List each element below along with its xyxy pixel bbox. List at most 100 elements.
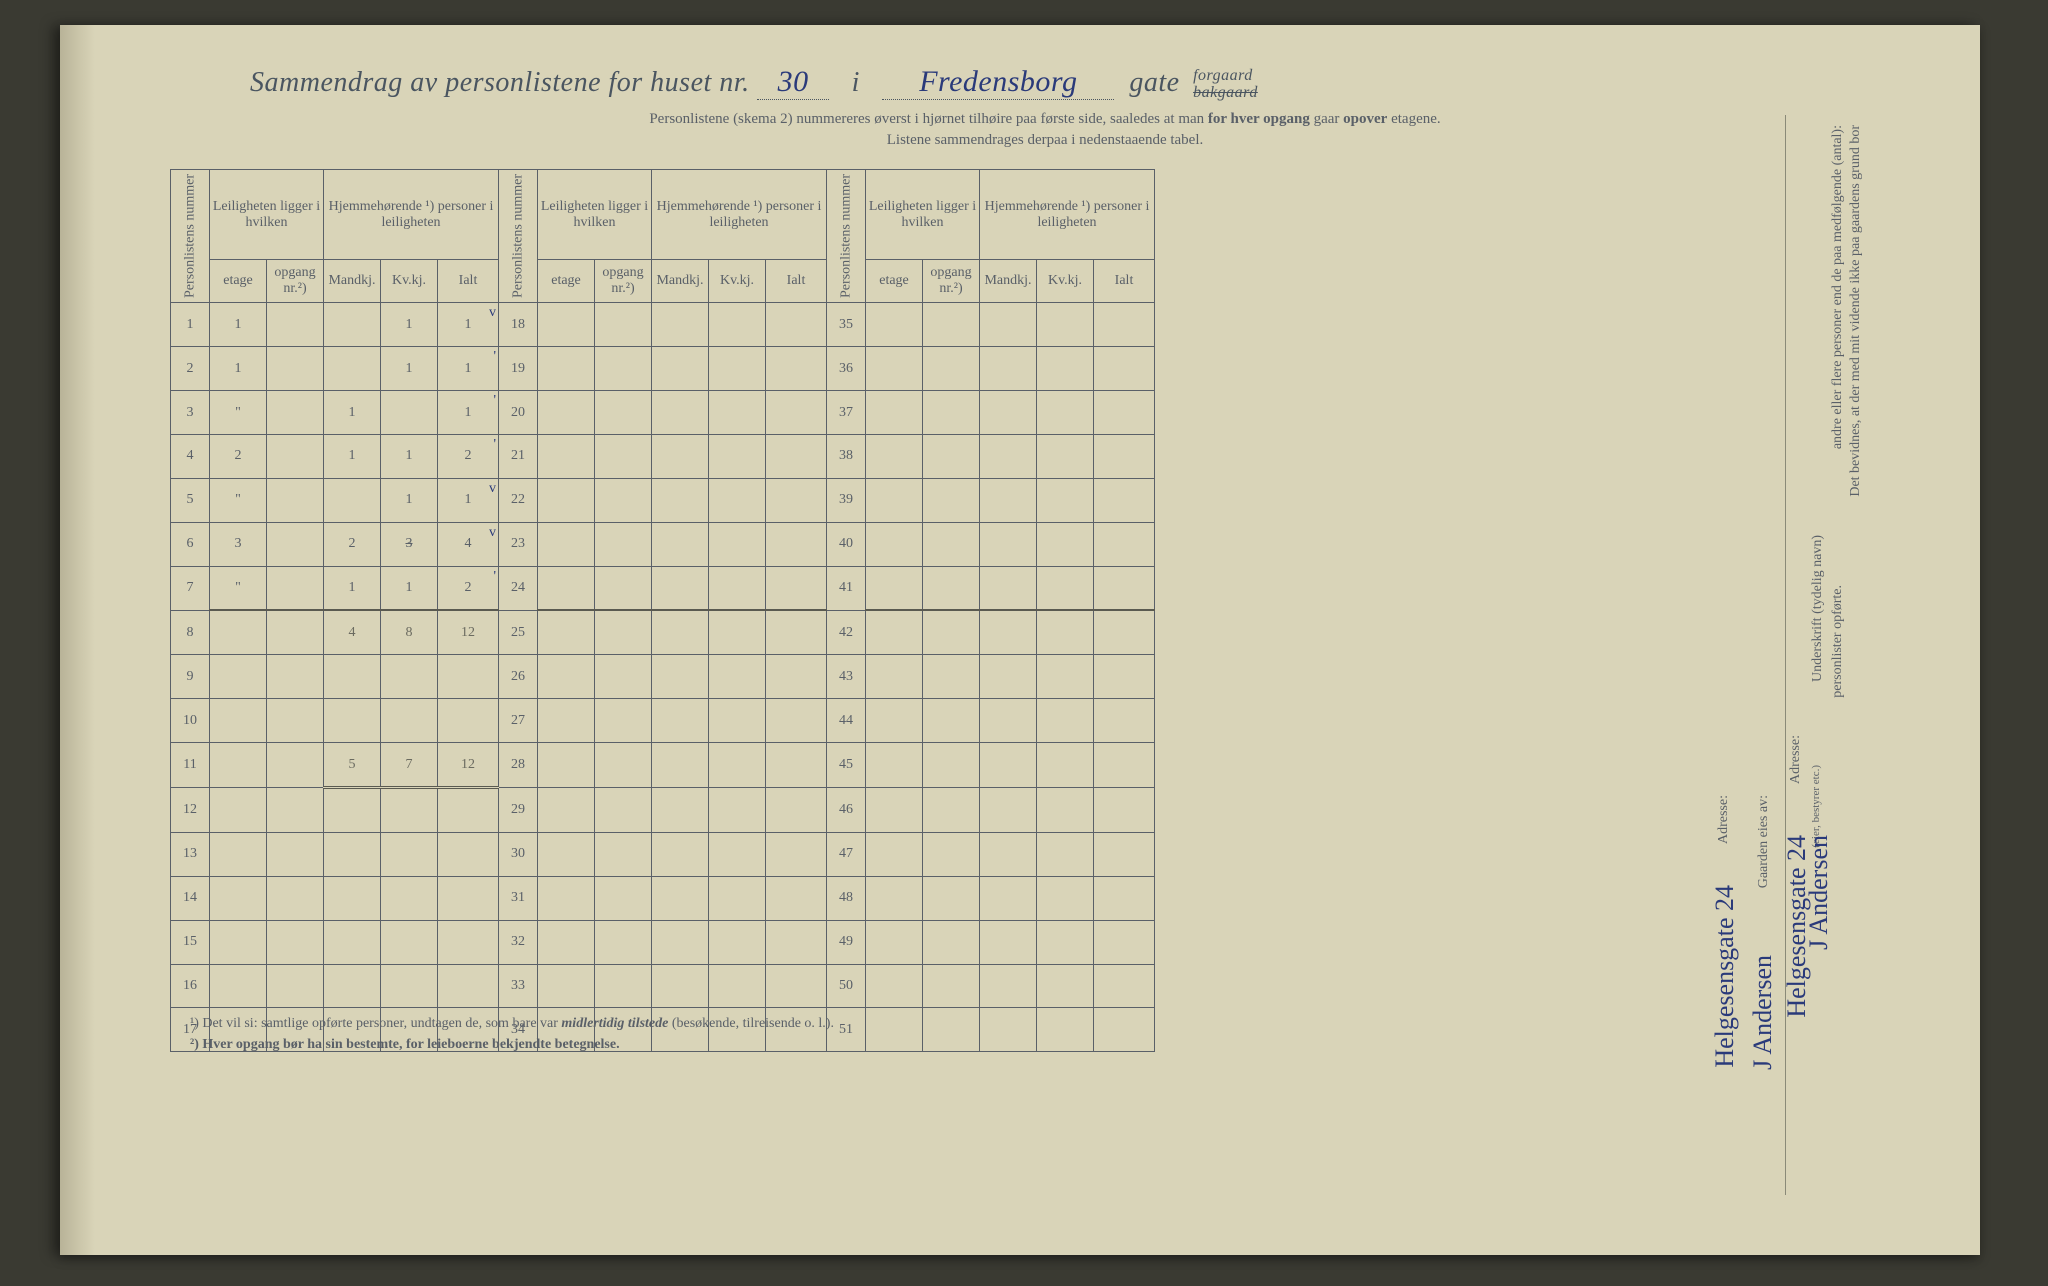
cell-mandkj: 1 bbox=[324, 435, 381, 479]
table-row: 11 5 7 12 28 45 bbox=[171, 743, 1155, 788]
row-number: 2 bbox=[171, 347, 210, 391]
cell-mandkj bbox=[324, 788, 381, 833]
attestation-column: Det bevidnes, at der med mit vidende ikk… bbox=[1785, 115, 1890, 1195]
cell-ialt: 1' bbox=[438, 391, 499, 435]
cell-opgang bbox=[267, 391, 324, 435]
cell-ialt: 1v bbox=[438, 478, 499, 522]
row-number: 6 bbox=[171, 522, 210, 566]
owner-label: Gaarden eies av: bbox=[1756, 795, 1772, 888]
cell-opgang bbox=[267, 876, 324, 920]
cell-etage bbox=[210, 699, 267, 743]
row-number: 50 bbox=[827, 964, 866, 1008]
cell-opgang bbox=[267, 610, 324, 654]
cell-ialt: 12 bbox=[438, 743, 499, 788]
owner-addr: Helgesensgate 24 bbox=[1710, 885, 1740, 1068]
cell-etage bbox=[210, 920, 267, 964]
cell-etage bbox=[210, 1008, 267, 1052]
table-row: 17 34 51 bbox=[171, 1008, 1155, 1052]
row-number: 8 bbox=[171, 610, 210, 654]
cell-mandkj: 2 bbox=[324, 522, 381, 566]
col-opgang: opgang nr.²) bbox=[923, 260, 980, 303]
col-kvkj: Kv.kj. bbox=[381, 260, 438, 303]
col-personlist-nr: Personlistens nummer bbox=[827, 170, 866, 303]
col-group-hjemme: Hjemmehørende ¹) personer i leiligheten bbox=[980, 170, 1155, 260]
cell-etage bbox=[210, 655, 267, 699]
col-opgang: opgang nr.²) bbox=[595, 260, 652, 303]
cell-mandkj bbox=[324, 1008, 381, 1052]
cell-mandkj bbox=[324, 303, 381, 347]
col-personlist-nr: Personlistens nummer bbox=[499, 170, 538, 303]
table-row: 15 32 49 bbox=[171, 920, 1155, 964]
col-personlist-nr: Personlistens nummer bbox=[171, 170, 210, 303]
cell-mandkj: 1 bbox=[324, 566, 381, 610]
cell-kvkj bbox=[381, 964, 438, 1008]
cell-mandkj bbox=[324, 699, 381, 743]
cell-kvkj: 1 bbox=[381, 566, 438, 610]
cell-opgang bbox=[267, 347, 324, 391]
cell-opgang bbox=[267, 566, 324, 610]
row-number: 44 bbox=[827, 699, 866, 743]
cell-ialt: 1' bbox=[438, 347, 499, 391]
cell-kvkj bbox=[381, 788, 438, 833]
address-value: Helgesensgate 24 bbox=[1782, 835, 1812, 1018]
row-number: 27 bbox=[499, 699, 538, 743]
cell-mandkj: 4 bbox=[324, 610, 381, 654]
row-number: 31 bbox=[499, 876, 538, 920]
cell-ialt: 4v bbox=[438, 522, 499, 566]
row-number: 47 bbox=[827, 832, 866, 876]
cell-kvkj: 3 bbox=[381, 522, 438, 566]
row-number: 24 bbox=[499, 566, 538, 610]
cell-mandkj bbox=[324, 478, 381, 522]
col-ialt: Ialt bbox=[438, 260, 499, 303]
cell-kvkj bbox=[381, 876, 438, 920]
row-number: 45 bbox=[827, 743, 866, 788]
cell-ialt bbox=[438, 655, 499, 699]
owner-column: Gaarden eies av: J Andersen Adresse: Hel… bbox=[1710, 785, 1780, 1225]
col-group-leilighet: Leiligheten ligger i hvilken bbox=[210, 170, 324, 260]
table-row: 9 26 43 bbox=[171, 655, 1155, 699]
signature-label: Underskrift (tydelig navn) bbox=[1810, 535, 1826, 682]
row-number: 46 bbox=[827, 788, 866, 833]
table-row: 8 4 8 12 25 42 bbox=[171, 610, 1155, 654]
row-number: 4 bbox=[171, 435, 210, 479]
cell-etage bbox=[210, 610, 267, 654]
col-group-hjemme: Hjemmehørende ¹) personer i leiligheten bbox=[652, 170, 827, 260]
cell-mandkj: 5 bbox=[324, 743, 381, 788]
table-row: 2 1 1 1' 19 36 bbox=[171, 347, 1155, 391]
row-number: 40 bbox=[827, 522, 866, 566]
row-number: 10 bbox=[171, 699, 210, 743]
cell-etage: 1 bbox=[210, 347, 267, 391]
cell-opgang bbox=[267, 303, 324, 347]
cell-kvkj: 7 bbox=[381, 743, 438, 788]
col-etage: etage bbox=[210, 260, 267, 303]
cell-etage: 2 bbox=[210, 435, 267, 479]
cell-kvkj: 1 bbox=[381, 478, 438, 522]
form-title: Sammendrag av personlistene for huset nr… bbox=[170, 65, 1920, 101]
cell-etage: " bbox=[210, 478, 267, 522]
row-number: 36 bbox=[827, 347, 866, 391]
row-number: 12 bbox=[171, 788, 210, 833]
col-etage: etage bbox=[866, 260, 923, 303]
attest-line-3: personlister opførte. bbox=[1830, 585, 1846, 698]
row-number: 7 bbox=[171, 566, 210, 610]
row-number: 15 bbox=[171, 920, 210, 964]
row-number: 22 bbox=[499, 478, 538, 522]
owner-name: J Andersen bbox=[1748, 955, 1778, 1070]
cell-opgang bbox=[267, 1008, 324, 1052]
title-suffix: gate bbox=[1129, 67, 1179, 98]
cell-opgang bbox=[267, 920, 324, 964]
cell-mandkj bbox=[324, 964, 381, 1008]
cell-mandkj bbox=[324, 876, 381, 920]
table-row: 16 33 50 bbox=[171, 964, 1155, 1008]
cell-etage bbox=[210, 964, 267, 1008]
option-forgaard: forgaard bbox=[1193, 67, 1253, 84]
census-form-page: Sammendrag av personlistene for huset nr… bbox=[60, 25, 1980, 1255]
cell-kvkj: 1 bbox=[381, 347, 438, 391]
table-row: 5 " 1 1v 22 39 bbox=[171, 478, 1155, 522]
attest-line-1: Det bevidnes, at der med mit vidende ikk… bbox=[1848, 125, 1864, 497]
cell-opgang bbox=[267, 699, 324, 743]
cell-opgang bbox=[267, 743, 324, 788]
row-number: 23 bbox=[499, 522, 538, 566]
cell-kvkj bbox=[381, 832, 438, 876]
table-row: 4 2 1 1 2' 21 38 bbox=[171, 435, 1155, 479]
